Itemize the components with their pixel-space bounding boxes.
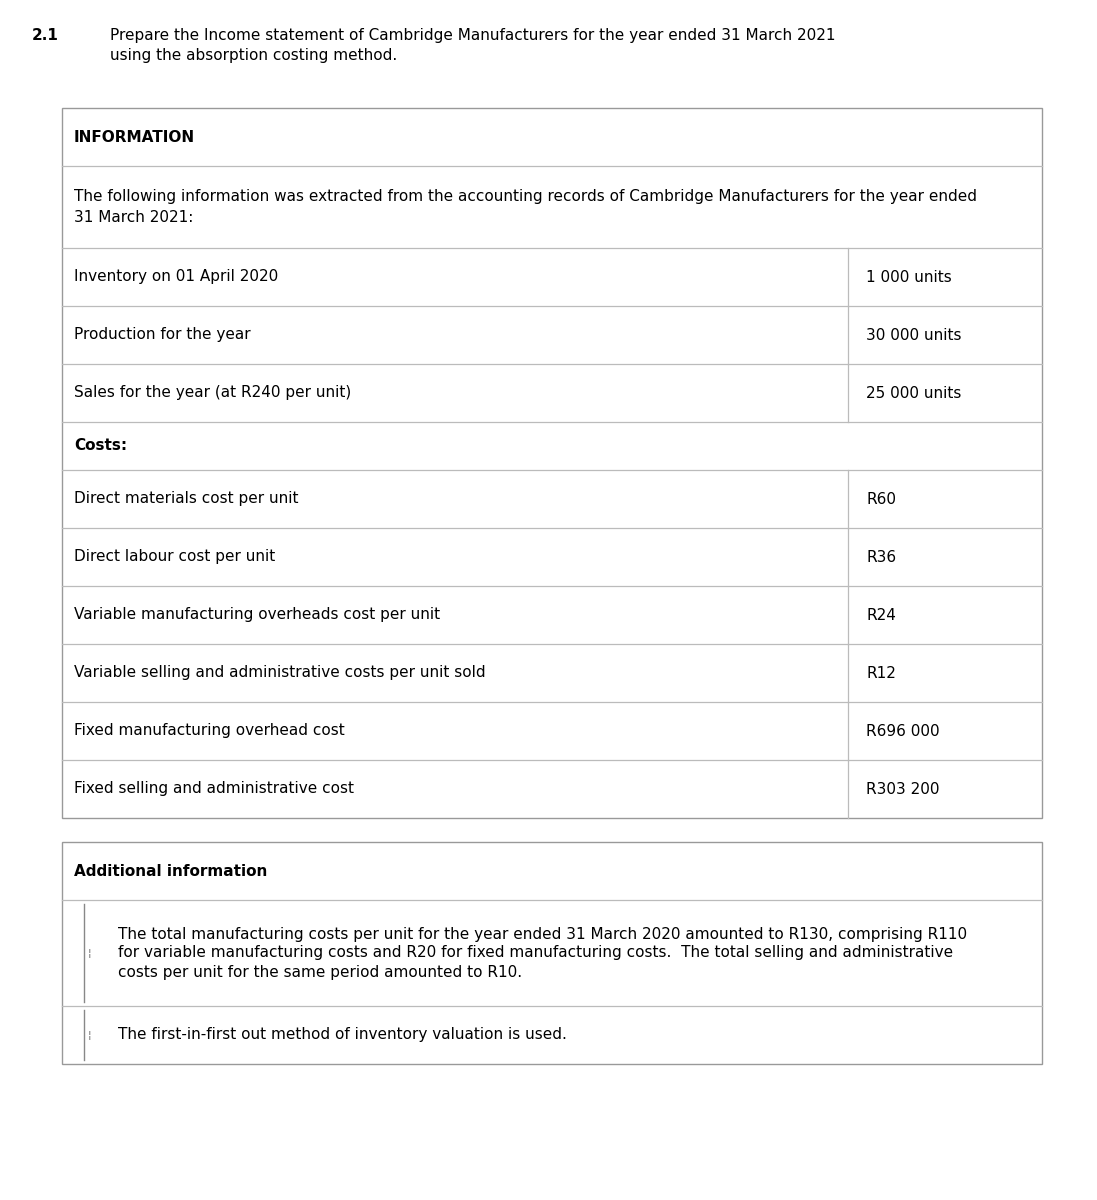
Text: R12: R12 (866, 666, 896, 680)
Text: 1 000 units: 1 000 units (866, 270, 952, 284)
Text: 31 March 2021:: 31 March 2021: (73, 210, 193, 224)
Text: Fixed selling and administrative cost: Fixed selling and administrative cost (73, 781, 354, 797)
Text: Prepare the Income statement of Cambridge Manufacturers for the year ended 31 Ma: Prepare the Income statement of Cambridg… (110, 28, 836, 43)
Text: using the absorption costing method.: using the absorption costing method. (110, 48, 397, 62)
Text: costs per unit for the same period amounted to R10.: costs per unit for the same period amoun… (118, 965, 522, 979)
Text: Additional information: Additional information (73, 864, 268, 878)
Text: Costs:: Costs: (73, 438, 127, 454)
Bar (63, 842, 1042, 1064)
Text: Production for the year: Production for the year (73, 328, 250, 342)
Text: for variable manufacturing costs and R20 for fixed manufacturing costs.  The tot: for variable manufacturing costs and R20… (118, 946, 953, 960)
Text: Variable selling and administrative costs per unit sold: Variable selling and administrative cost… (73, 666, 486, 680)
Text: The total manufacturing costs per unit for the year ended 31 March 2020 amounted: The total manufacturing costs per unit f… (118, 926, 968, 942)
Text: R24: R24 (866, 607, 896, 623)
Text: R696 000: R696 000 (866, 724, 940, 738)
Bar (63, 108, 1042, 818)
Text: The following information was extracted from the accounting records of Cambridge: The following information was extracted … (73, 190, 977, 204)
Text: The first-in-first out method of inventory valuation is used.: The first-in-first out method of invento… (118, 1027, 567, 1043)
Text: ¦: ¦ (88, 1030, 92, 1040)
Text: Variable manufacturing overheads cost per unit: Variable manufacturing overheads cost pe… (73, 607, 440, 623)
Text: R303 200: R303 200 (866, 781, 939, 797)
Text: 2.1: 2.1 (32, 28, 59, 43)
Text: INFORMATION: INFORMATION (73, 130, 195, 144)
Text: ¦: ¦ (88, 948, 92, 958)
Text: Direct labour cost per unit: Direct labour cost per unit (73, 550, 275, 564)
Text: 30 000 units: 30 000 units (866, 328, 961, 342)
Text: 25 000 units: 25 000 units (866, 385, 961, 401)
Text: R36: R36 (866, 550, 896, 564)
Text: Inventory on 01 April 2020: Inventory on 01 April 2020 (73, 270, 279, 284)
Text: Direct materials cost per unit: Direct materials cost per unit (73, 492, 298, 506)
Text: Sales for the year (at R240 per unit): Sales for the year (at R240 per unit) (73, 385, 351, 401)
Text: R60: R60 (866, 492, 896, 506)
Text: Fixed manufacturing overhead cost: Fixed manufacturing overhead cost (73, 724, 344, 738)
